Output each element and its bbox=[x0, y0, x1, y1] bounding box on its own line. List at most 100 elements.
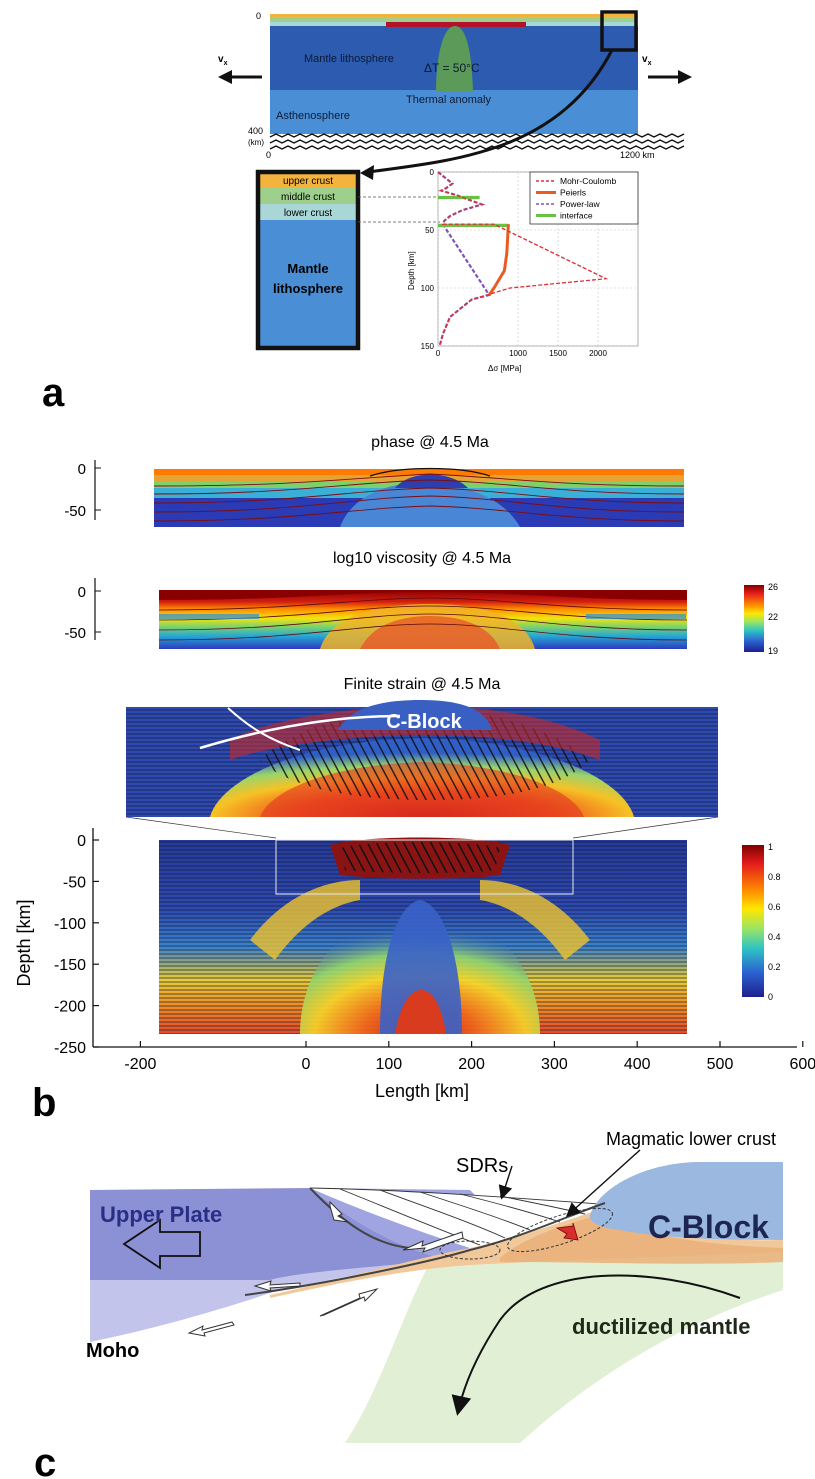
strain-cbar-label: 0.2 bbox=[768, 962, 781, 972]
upper-crust-label: upper crust bbox=[283, 176, 333, 187]
ductilized-mantle-label: ductilized mantle bbox=[572, 1314, 750, 1339]
mantle-label-line2: lithosphere bbox=[273, 281, 343, 296]
sdrs-label: SDRs bbox=[456, 1155, 508, 1177]
strength-y-tick: 150 bbox=[421, 342, 435, 351]
lithosphere-column: upper crust middle crust lower crust Man… bbox=[255, 169, 361, 351]
strain-cbar-label: 1 bbox=[768, 842, 773, 852]
viscosity-title: log10 viscosity @ 4.5 Ma bbox=[333, 550, 511, 567]
depth-break-zigzag bbox=[269, 133, 685, 150]
strain-y-tick-label: -50 bbox=[63, 874, 86, 891]
upper-crust-strip bbox=[270, 14, 638, 18]
thermal-anomaly-shape bbox=[436, 26, 473, 92]
visc-cbar-min: 19 bbox=[768, 646, 778, 656]
strain-y-tick-label: -150 bbox=[54, 957, 86, 974]
strain-cbar-label: 0.6 bbox=[768, 902, 781, 912]
strain-x-axis-label: Length [km] bbox=[375, 1081, 469, 1101]
strength-y-tick: 100 bbox=[421, 284, 435, 293]
panel-a-letter: a bbox=[42, 371, 65, 415]
strain-main-plot: 0 -50 -100 -150 -200 -250 -200 0 100 200 300 400 500… bbox=[54, 828, 815, 1073]
strength-profile-chart: 0 1000 1500 2000 0 50 100 150 Δσ [MPa] Depth [k… bbox=[407, 168, 639, 373]
thermal-anomaly-label: Thermal anomaly bbox=[406, 94, 491, 106]
weak-zone-bar bbox=[386, 22, 526, 27]
upper-plate-label: Upper Plate bbox=[100, 1202, 222, 1227]
zoom-region-box bbox=[275, 839, 574, 895]
surface-tick: 0 bbox=[256, 11, 261, 21]
cblock-label-b: C-Block bbox=[386, 711, 462, 733]
red-arrow bbox=[555, 1222, 579, 1241]
strain-y-tick-label: -100 bbox=[54, 916, 86, 933]
asthenosphere-label: Asthenosphere bbox=[276, 110, 350, 122]
shear-arrows bbox=[187, 1200, 464, 1337]
visc-cbar-max: 26 bbox=[768, 582, 778, 592]
magmatic-lower-crust-label: Magmatic lower crust bbox=[606, 1129, 776, 1149]
strength-y-tick: 50 bbox=[425, 226, 434, 235]
strain-zoom-inset: C-Block bbox=[126, 700, 718, 817]
strain-y-axis-label: Depth [km] bbox=[14, 899, 34, 986]
panel-c-letter: c bbox=[34, 1441, 56, 1479]
visc-y-tick-0: 0 bbox=[78, 584, 86, 601]
viscosity-field bbox=[158, 590, 688, 649]
strain-y-tick-label: -200 bbox=[54, 999, 86, 1016]
panel-b: phase @ 4.5 Ma 0 -50 log10 viscosit bbox=[14, 434, 815, 1125]
detachment-fault bbox=[244, 1202, 606, 1296]
vx-left-arrow: vx bbox=[218, 54, 262, 84]
visc-cbar-mid: 22 bbox=[768, 612, 778, 622]
strain-x-tick-label: 100 bbox=[375, 1056, 402, 1073]
finite-strain-title: Finite strain @ 4.5 Ma bbox=[344, 676, 501, 693]
viscosity-colorbar bbox=[744, 585, 764, 652]
panel-b-letter: b bbox=[32, 1081, 56, 1125]
strain-x-tick-label: 300 bbox=[541, 1056, 568, 1073]
moho-label: Moho bbox=[86, 1340, 139, 1362]
strength-x-tick: 1500 bbox=[549, 349, 567, 358]
strength-y-tick: 0 bbox=[430, 168, 435, 177]
mantle-flow-arrow bbox=[451, 1274, 741, 1416]
strength-x-tick: 0 bbox=[436, 349, 441, 358]
cblock-label-c: C-Block bbox=[648, 1209, 769, 1245]
strain-colorbar bbox=[742, 845, 764, 997]
strain-x-tick-label: 0 bbox=[302, 1056, 311, 1073]
legend-label: Peierls bbox=[560, 188, 586, 198]
strength-x-axis-label: Δσ [MPa] bbox=[488, 364, 521, 373]
series-interface bbox=[438, 195, 509, 227]
strain-x-tick-label: -200 bbox=[124, 1056, 156, 1073]
series-mohr-coulomb bbox=[437, 171, 609, 347]
cblock-body bbox=[589, 1162, 783, 1240]
phase-y-tick-0: 0 bbox=[78, 461, 86, 478]
strain-x-tick-label: 500 bbox=[707, 1056, 734, 1073]
ductilized-mantle-region bbox=[345, 1240, 783, 1443]
series-peierls bbox=[487, 224, 510, 296]
vx-right-label: vx bbox=[642, 54, 652, 67]
sdr-lines bbox=[309, 1187, 616, 1246]
legend-label: Power-law bbox=[560, 199, 601, 209]
strength-x-tick: 1000 bbox=[509, 349, 527, 358]
depth-unit-label: (km) bbox=[248, 138, 264, 147]
legend-label: interface bbox=[560, 211, 593, 221]
strength-y-axis-label: Depth [km] bbox=[407, 251, 416, 290]
vx-left-label: vx bbox=[218, 54, 228, 67]
vx-right-arrow: vx bbox=[642, 54, 692, 84]
lower-upper-plate bbox=[90, 1262, 430, 1342]
strain-x-tick-label: 200 bbox=[458, 1056, 485, 1073]
upper-plate-body bbox=[90, 1188, 450, 1280]
strain-x-tick-label: 600 bbox=[789, 1056, 815, 1073]
strain-cbar-label: 0.4 bbox=[768, 932, 781, 942]
zoom-box bbox=[600, 10, 638, 52]
lower-crust-label: lower crust bbox=[284, 208, 333, 219]
strain-y-tick-label: -250 bbox=[54, 1040, 86, 1057]
visc-y-tick-50: -50 bbox=[64, 625, 86, 642]
panel-c: Magmatic lower crust SDRs Upper Plate C-… bbox=[34, 1129, 783, 1479]
zoom-curve-arrow bbox=[367, 49, 614, 174]
upper-plate-motion-arrow bbox=[122, 1218, 201, 1270]
strength-x-tick: 2000 bbox=[589, 349, 607, 358]
x-end-tick: 1200 km bbox=[620, 150, 655, 160]
depth-tick-400: 400 bbox=[248, 126, 263, 136]
strain-cbar-label: 0.8 bbox=[768, 872, 781, 882]
middle-crust-label: middle crust bbox=[281, 192, 335, 203]
panel-a: 0 Mantle lithosphere ΔT = 50°C Thermal a… bbox=[42, 10, 692, 415]
strain-y-tick-label: 0 bbox=[77, 833, 86, 850]
phase-field bbox=[153, 467, 685, 527]
x-start-tick: 0 bbox=[266, 150, 271, 160]
strain-cbar-label: 0 bbox=[768, 992, 773, 1002]
delta-t-label: ΔT = 50°C bbox=[424, 61, 480, 75]
